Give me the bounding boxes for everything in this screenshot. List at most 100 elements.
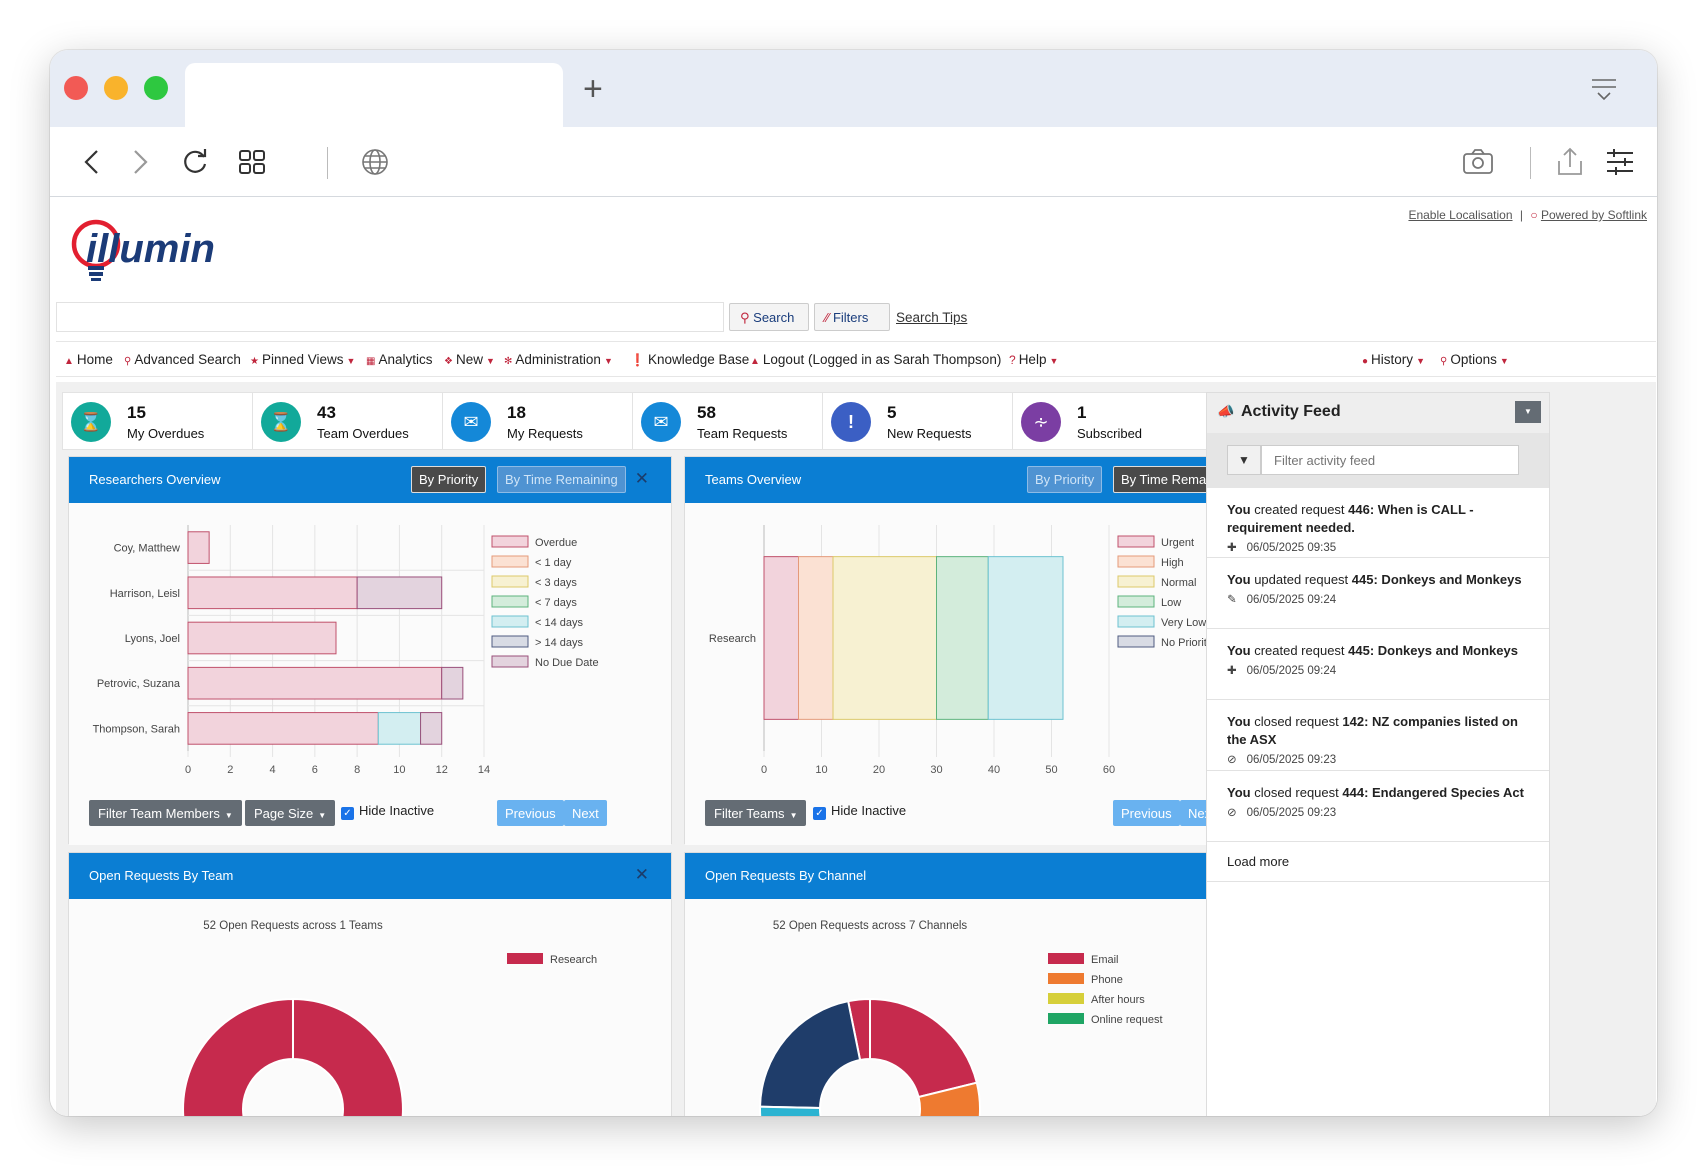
legend-label: < 1 day bbox=[535, 557, 572, 569]
panel-header: Open Requests By Team ✕ bbox=[69, 853, 671, 899]
close-window-button[interactable] bbox=[64, 76, 88, 100]
by-priority-toggle[interactable]: By Priority bbox=[1027, 466, 1103, 493]
camera-icon[interactable] bbox=[1462, 147, 1494, 182]
feed-time: 06/05/2025 09:24 bbox=[1246, 665, 1337, 677]
nav-administration[interactable]: ✻ Administration ▼ bbox=[504, 352, 613, 367]
legend-label: > 14 days bbox=[535, 637, 584, 649]
nav-options[interactable]: ⚲ Options ▼ bbox=[1440, 352, 1509, 367]
nav-new[interactable]: ❖ New ▼ bbox=[444, 352, 495, 367]
legend-swatch bbox=[491, 535, 529, 548]
enable-localisation-link[interactable]: Enable Localisation bbox=[1408, 208, 1513, 222]
stat-subscribed[interactable]: ∻ 1 Subscribed bbox=[1012, 392, 1210, 450]
home-icon: ▲ bbox=[64, 356, 74, 367]
search-button[interactable]: ⚲ Search bbox=[729, 303, 809, 331]
nav-analytics-label: Analytics bbox=[378, 352, 433, 367]
feed-actor: You bbox=[1227, 785, 1251, 800]
nav-history[interactable]: ● History ▼ bbox=[1362, 352, 1425, 367]
by-time-remaining-toggle[interactable]: By Time Remaining bbox=[497, 466, 626, 493]
hide-inactive-checkbox[interactable]: ✓ Hide Inactive bbox=[813, 803, 906, 820]
stat-my-overdues[interactable]: ⌛ 15 My Overdues bbox=[62, 392, 260, 450]
legend-label: Very Low bbox=[1161, 617, 1206, 629]
nav-analytics[interactable]: ▦ Analytics bbox=[366, 352, 432, 367]
filter-team-members-button[interactable]: Filter Team Members ▼ bbox=[89, 800, 242, 826]
settings-sliders-icon[interactable] bbox=[1605, 147, 1635, 182]
feed-actor: You bbox=[1227, 714, 1251, 729]
stat-value: 58 bbox=[697, 403, 716, 422]
feed-menu-button[interactable]: ▼ bbox=[1515, 401, 1541, 423]
powered-by-link[interactable]: Powered by Softlink bbox=[1540, 208, 1647, 222]
feed-item-meta: ✎ 06/05/2025 09:24 bbox=[1227, 591, 1529, 609]
load-more-link[interactable]: Load more bbox=[1207, 842, 1549, 882]
search-row: ⚲ Search ⁄⁄ Filters Search Tips bbox=[56, 302, 1656, 332]
filter-icon[interactable]: ▼ bbox=[1227, 445, 1261, 475]
filters-button[interactable]: ⁄⁄ Filters bbox=[814, 303, 890, 331]
category-label: Thompson, Sarah bbox=[93, 723, 180, 735]
load-more-label: Load more bbox=[1227, 854, 1290, 869]
stat-team-requests[interactable]: ✉ 58 Team Requests bbox=[632, 392, 830, 450]
exclamation-icon: ! bbox=[831, 402, 871, 442]
page-size-button[interactable]: Page Size ▼ bbox=[245, 800, 336, 826]
next-button[interactable]: Next bbox=[564, 800, 607, 826]
share-icon[interactable] bbox=[1555, 147, 1585, 182]
star-icon: ★ bbox=[250, 356, 259, 367]
stat-my-requests[interactable]: ✉ 18 My Requests bbox=[442, 392, 640, 450]
megaphone-icon: 📣 bbox=[1217, 403, 1235, 419]
chart-icon: ▦ bbox=[366, 356, 376, 367]
back-icon[interactable] bbox=[82, 147, 102, 182]
stat-value: 5 bbox=[887, 403, 897, 422]
by-priority-toggle[interactable]: By Priority bbox=[411, 466, 487, 493]
search-tips-link[interactable]: Search Tips bbox=[896, 310, 968, 325]
search-input[interactable] bbox=[56, 302, 724, 332]
legend-swatch bbox=[507, 953, 543, 964]
close-icon[interactable]: ✕ bbox=[634, 469, 649, 488]
close-icon[interactable]: ✕ bbox=[634, 865, 649, 884]
x-tick-label: 10 bbox=[393, 764, 405, 776]
previous-button[interactable]: Previous bbox=[1113, 800, 1180, 826]
minimize-window-button[interactable] bbox=[104, 76, 128, 100]
tab-list-icon[interactable] bbox=[1591, 78, 1617, 107]
nav-advanced-search[interactable]: ⚲ Advanced Search bbox=[124, 352, 241, 367]
panel-body: 52 Open Requests across 1 Teams Research bbox=[69, 899, 671, 1116]
nav-new-label: New bbox=[455, 352, 483, 367]
x-tick-label: 14 bbox=[478, 764, 490, 776]
nav-home-label: Home bbox=[76, 352, 113, 367]
feed-item[interactable]: You closed request 142: NZ companies lis… bbox=[1207, 700, 1549, 771]
feed-item-meta: ✚ 06/05/2025 09:35 bbox=[1227, 539, 1529, 557]
logo-text: illumin bbox=[86, 227, 215, 271]
tabs-grid-icon[interactable] bbox=[238, 147, 268, 182]
new-tab-button[interactable]: + bbox=[583, 70, 603, 108]
bar-segment bbox=[798, 556, 834, 720]
bar-segment bbox=[187, 712, 379, 745]
globe-icon[interactable] bbox=[360, 147, 390, 182]
nav-knowledge-base[interactable]: ❗ Knowledge Base bbox=[630, 352, 749, 367]
legend-swatch bbox=[1048, 1013, 1084, 1024]
nav-pinned-views[interactable]: ★ Pinned Views ▼ bbox=[250, 352, 355, 367]
stat-team-overdues[interactable]: ⌛ 43 Team Overdues bbox=[252, 392, 450, 450]
nav-logout[interactable]: ▲ Logout (Logged in as Sarah Thompson) bbox=[750, 352, 1001, 367]
forward-icon[interactable] bbox=[130, 147, 150, 182]
hide-inactive-checkbox[interactable]: ✓ Hide Inactive bbox=[341, 803, 434, 820]
panel-header: Researchers Overview By Priority By Time… bbox=[69, 457, 671, 503]
feed-item[interactable]: You updated request 445: Donkeys and Mon… bbox=[1207, 558, 1549, 629]
x-tick-label: 12 bbox=[436, 764, 448, 776]
feed-item[interactable]: You created request 446: When is CALL - … bbox=[1207, 488, 1549, 558]
reload-icon[interactable] bbox=[180, 147, 210, 182]
feed-actor: You bbox=[1227, 572, 1251, 587]
nav-home[interactable]: ▲ Home bbox=[64, 352, 113, 367]
browser-tab[interactable] bbox=[185, 63, 563, 127]
filter-teams-button[interactable]: Filter Teams ▼ bbox=[705, 800, 807, 826]
nav-administration-label: Administration bbox=[515, 352, 601, 367]
feed-item[interactable]: You created request 445: Donkeys and Mon… bbox=[1207, 629, 1549, 700]
x-tick-label: 0 bbox=[761, 764, 767, 776]
illumin-logo[interactable]: illumin bbox=[68, 210, 278, 295]
teams-overview-panel: Teams Overview By Priority By Time Remai… bbox=[684, 456, 1288, 845]
legend-swatch bbox=[1117, 575, 1155, 588]
stat-new-requests[interactable]: ! 5 New Requests bbox=[822, 392, 1020, 450]
panel-title: Open Requests By Team bbox=[89, 868, 234, 883]
nav-help[interactable]: ? Help ▼ bbox=[1009, 352, 1058, 367]
previous-button[interactable]: Previous bbox=[497, 800, 564, 826]
feed-item[interactable]: You closed request 444: Endangered Speci… bbox=[1207, 771, 1549, 842]
feed-filter-input[interactable] bbox=[1261, 445, 1519, 475]
maximize-window-button[interactable] bbox=[144, 76, 168, 100]
nav-logout-label: Logout (Logged in as Sarah Thompson) bbox=[762, 352, 1002, 367]
